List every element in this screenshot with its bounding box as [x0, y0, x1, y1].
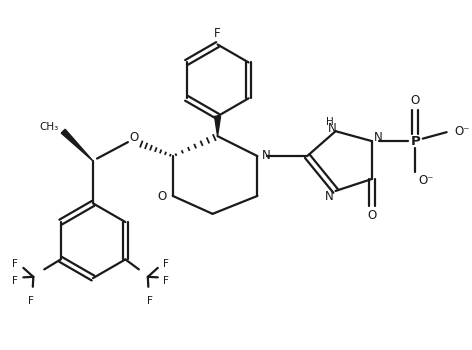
Text: F: F: [28, 296, 34, 306]
Text: F: F: [163, 276, 169, 286]
Text: O: O: [367, 209, 377, 222]
Text: F: F: [214, 27, 221, 40]
Text: O: O: [157, 190, 167, 203]
Text: N: N: [328, 122, 337, 135]
Text: O⁻: O⁻: [455, 125, 470, 138]
Text: P: P: [410, 135, 420, 148]
Text: F: F: [12, 259, 18, 269]
Polygon shape: [215, 116, 220, 136]
Text: N: N: [325, 190, 334, 203]
Text: F: F: [147, 296, 153, 306]
Text: N: N: [261, 149, 270, 162]
Text: N: N: [374, 131, 383, 144]
Text: CH₃: CH₃: [40, 122, 59, 132]
Text: O⁻: O⁻: [419, 175, 434, 188]
Text: H: H: [326, 117, 334, 127]
Text: F: F: [163, 259, 169, 269]
Polygon shape: [61, 129, 93, 161]
Text: F: F: [12, 276, 18, 286]
Text: O: O: [130, 131, 139, 144]
Text: O: O: [411, 94, 420, 107]
